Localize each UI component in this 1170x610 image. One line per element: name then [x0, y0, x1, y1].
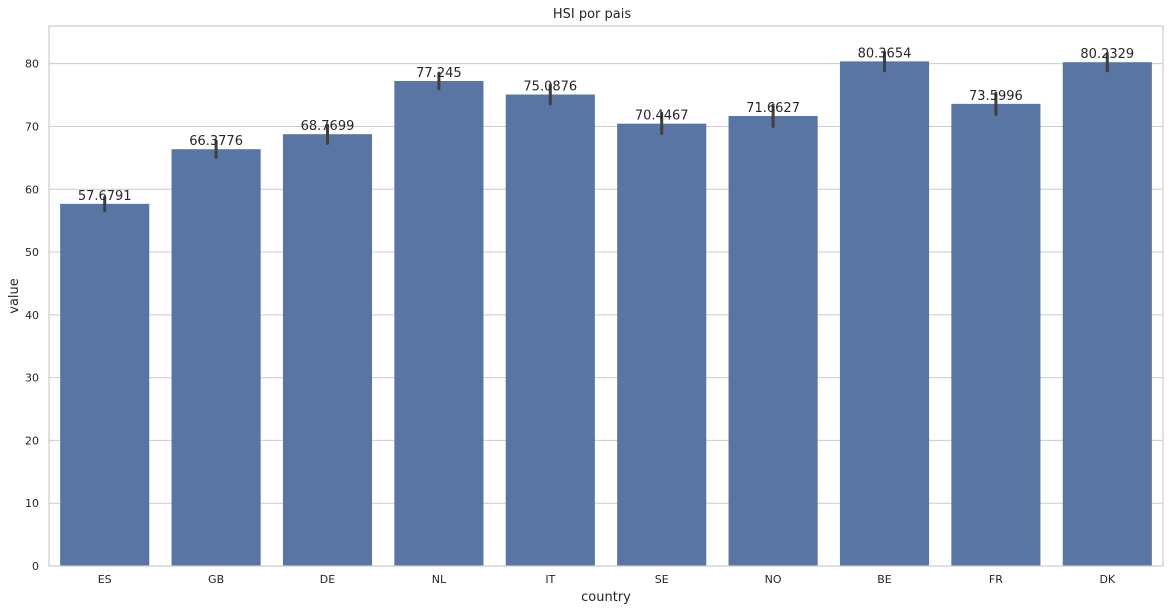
y-tick-label: 40 [25, 309, 39, 322]
x-tick-label: FR [989, 573, 1003, 586]
y-tick-label: 30 [25, 372, 39, 385]
y-tick-label: 60 [25, 183, 39, 196]
x-axis-label: country [581, 590, 631, 605]
x-tick-label: DK [1099, 573, 1115, 586]
bar-value-label: 71.6627 [746, 101, 800, 116]
y-axis-label: value [7, 278, 22, 314]
x-tick-label: SE [655, 573, 669, 586]
y-tick-label: 80 [25, 58, 39, 71]
bar [171, 149, 261, 566]
y-tick-label: 10 [25, 497, 39, 510]
x-tick-label: DE [320, 573, 335, 586]
bar [728, 116, 818, 567]
error-bars [103, 50, 1109, 213]
bar [505, 94, 595, 567]
bar-value-label: 68.7699 [301, 119, 355, 134]
bar [60, 203, 150, 566]
y-tick-label: 0 [32, 560, 39, 573]
bar [839, 61, 930, 567]
x-tick-label: GB [208, 573, 224, 586]
bar-value-label: 80.3654 [858, 46, 912, 61]
bar-value-label: 57.6791 [78, 189, 132, 204]
bar [951, 103, 1041, 566]
x-tick-labels: ES GB DE NL IT SE NO BE FR DK [98, 573, 1116, 586]
bars [60, 61, 1152, 567]
bar-value-label: 66.3776 [189, 134, 243, 149]
bar-value-label: 80.2329 [1080, 47, 1134, 62]
y-tick-label: 70 [25, 120, 39, 133]
chart-title: HSI por pais [553, 7, 632, 22]
x-tick-label: ES [98, 573, 112, 586]
x-tick-label: IT [545, 573, 555, 586]
data-labels: 57.6791 66.3776 68.7699 77.245 75.0876 70.446… [78, 46, 1134, 203]
x-tick-label: NO [765, 573, 782, 586]
y-tick-labels: 0 10 20 30 40 50 60 70 80 [25, 58, 39, 573]
bar [394, 80, 484, 566]
plot-frame [48, 25, 1164, 567]
x-tick-label: BE [877, 573, 892, 586]
bar [617, 123, 707, 567]
bar-value-label: 77.245 [416, 66, 462, 81]
bar [1062, 62, 1152, 566]
y-tick-label: 50 [25, 246, 39, 259]
x-tick-label: NL [432, 573, 447, 586]
bar-value-label: 75.0876 [523, 80, 577, 95]
bar-value-label: 70.4467 [635, 109, 689, 124]
y-tick-label: 20 [25, 434, 39, 447]
bar-value-label: 73.5996 [969, 89, 1023, 104]
bar [282, 134, 373, 566]
